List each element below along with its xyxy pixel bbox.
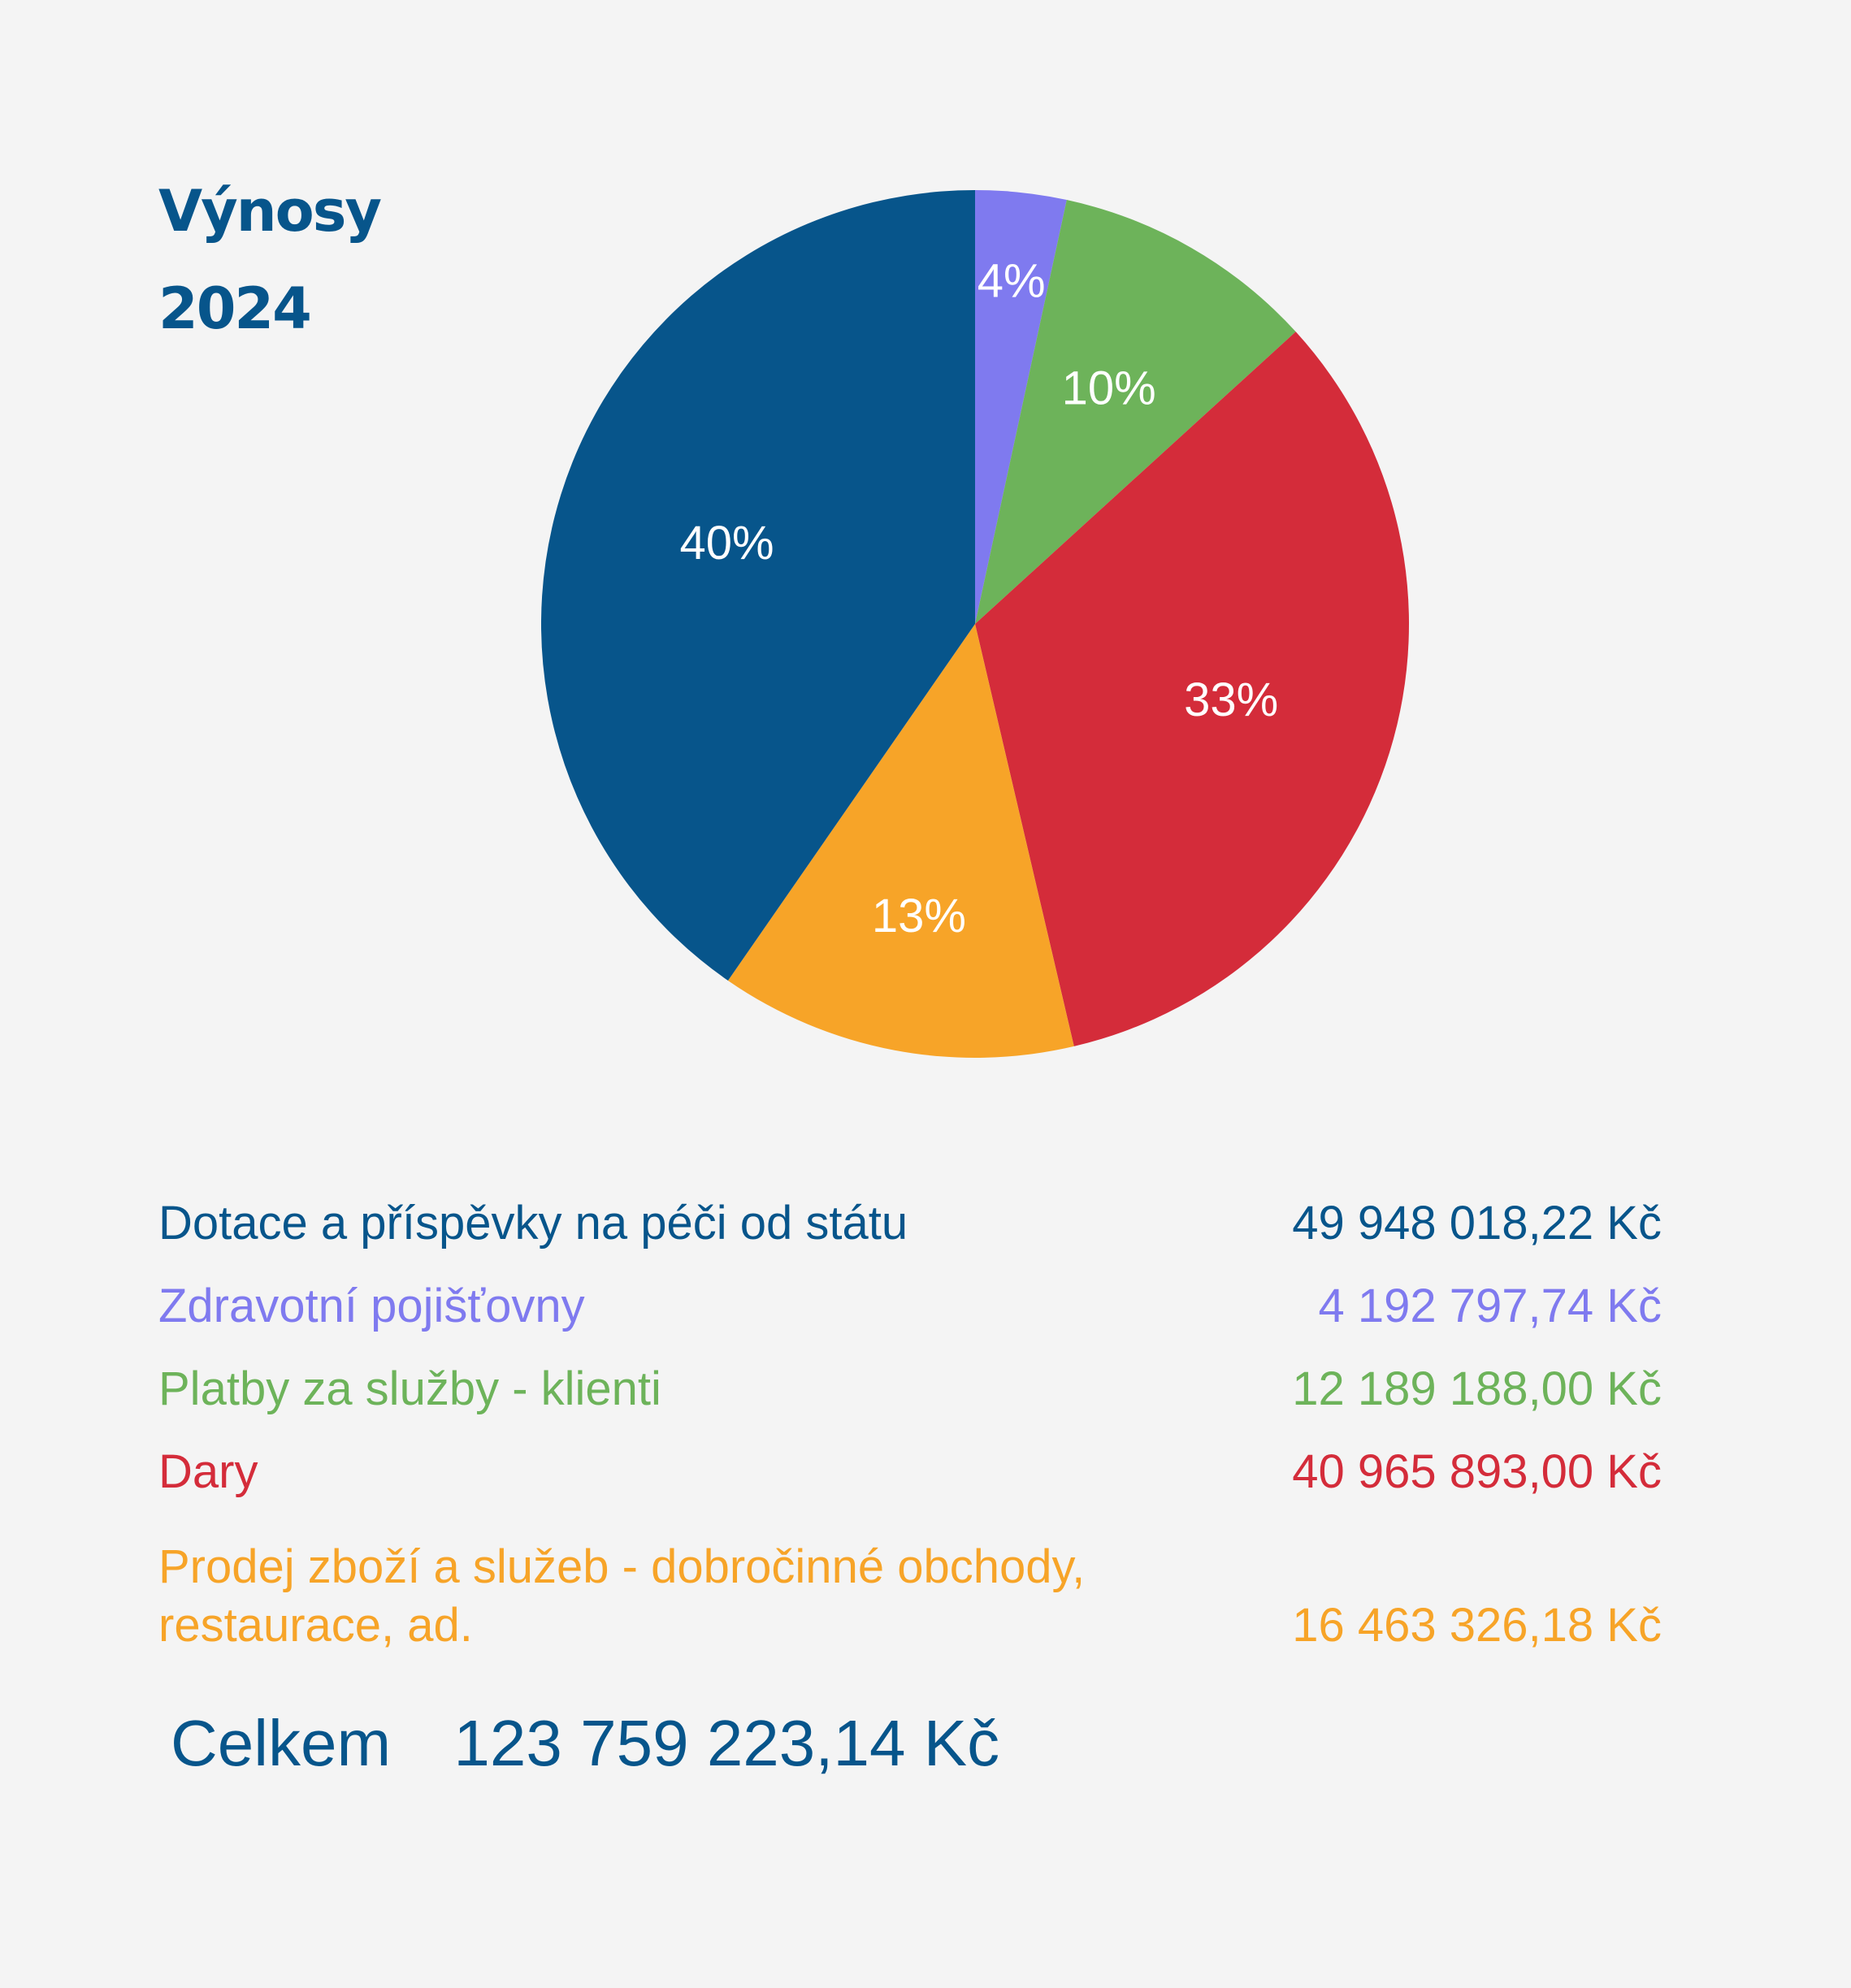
slice-percent-label: 40% xyxy=(680,517,774,570)
pie-slice xyxy=(975,200,1296,624)
chart-title: Výnosy 2024 xyxy=(158,162,382,357)
slice-percent-label: 33% xyxy=(1184,673,1278,726)
chart-title-line2: 2024 xyxy=(158,275,312,342)
pie-slice xyxy=(975,190,1067,624)
total-amount: 123 759 223,14 Kč xyxy=(453,1707,1000,1779)
slice-percent-label: 10% xyxy=(1062,362,1156,414)
chart-title-line1: Výnosy xyxy=(158,178,382,245)
legend-row-prodej: Prodej zboží a služeb - dobročinné obcho… xyxy=(158,1538,1662,1655)
legend-label: Dotace a příspěvky na péči od státu xyxy=(158,1197,908,1250)
slice-percent-label: 4% xyxy=(978,255,1046,308)
total: Celkem 123 759 223,14 Kč xyxy=(171,1706,999,1781)
legend-label: Platby za služby - klienti xyxy=(158,1362,661,1415)
legend-amount: 4 192 797,74 Kč xyxy=(1318,1280,1662,1332)
slice-percent-label: 13% xyxy=(872,890,966,942)
legend-label: Zdravotní pojišťovny xyxy=(158,1280,585,1332)
legend-amount: 49 948 018,22 Kč xyxy=(1292,1197,1662,1250)
legend-label: Prodej zboží a služeb - dobročinné obcho… xyxy=(158,1540,1086,1652)
pie-slice xyxy=(975,331,1409,1046)
legend-amount: 16 463 326,18 Kč xyxy=(1292,1599,1662,1652)
legend-amount: 40 965 893,00 Kč xyxy=(1292,1445,1662,1498)
total-label: Celkem xyxy=(171,1707,392,1779)
legend-row-dotace: Dotace a příspěvky na péči od státu 49 9… xyxy=(158,1194,1662,1253)
pie-slice xyxy=(727,624,1074,1059)
legend-amount: 12 189 188,00 Kč xyxy=(1292,1362,1662,1415)
legend-row-platby: Platby za služby - klienti 12 189 188,00… xyxy=(158,1360,1662,1418)
legend-label: Dary xyxy=(158,1445,258,1498)
legend: Dotace a příspěvky na péči od státu 49 9… xyxy=(158,1194,1662,1679)
pie-slice xyxy=(541,190,975,981)
legend-row-dary: Dary 40 965 893,00 Kč xyxy=(158,1443,1662,1501)
legend-row-pojistovny: Zdravotní pojišťovny 4 192 797,74 Kč xyxy=(158,1277,1662,1336)
pie-chart: 4% 10% 33% 13% 40% xyxy=(541,190,1409,1059)
